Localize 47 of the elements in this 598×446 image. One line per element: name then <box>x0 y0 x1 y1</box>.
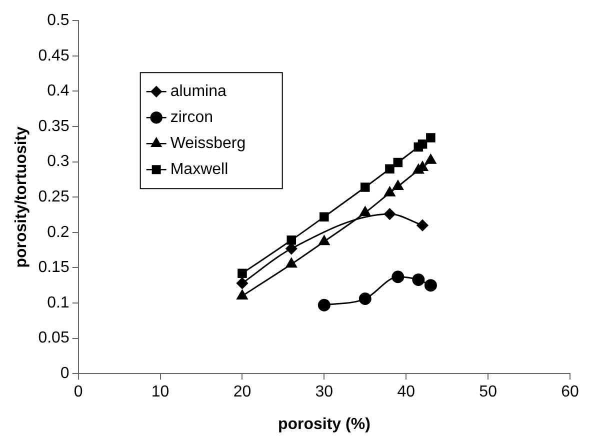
y-tick-label: 0.3 <box>47 153 70 170</box>
x-tick-label: 50 <box>479 384 498 401</box>
legend-label: zircon <box>170 109 214 126</box>
x-tick-label: 30 <box>315 384 334 401</box>
point <box>385 164 394 174</box>
y-tick-label: 0.4 <box>47 82 70 100</box>
point <box>384 208 396 220</box>
x-tick-label: 20 <box>233 384 252 401</box>
point <box>360 206 371 216</box>
legend-label: Maxwell <box>170 161 228 178</box>
legend-label: Weissberg <box>170 135 246 152</box>
point <box>426 133 436 142</box>
y-axis-title: porosity/tortuosity <box>13 126 30 268</box>
point <box>360 182 370 192</box>
point <box>238 268 247 278</box>
y-tick-label: 0.1 <box>47 294 70 312</box>
point <box>412 273 425 286</box>
point <box>425 154 436 164</box>
point <box>318 235 330 246</box>
point <box>393 158 403 168</box>
x-tick-label: 10 <box>151 384 170 401</box>
point <box>320 212 329 222</box>
legend-label: alumina <box>170 83 226 100</box>
point <box>236 277 248 289</box>
point <box>358 292 372 306</box>
point <box>392 270 404 284</box>
y-tick-label: 0.05 <box>38 330 70 347</box>
point <box>424 279 437 292</box>
point <box>236 290 248 300</box>
y-tick-label: 0 <box>60 365 70 382</box>
point <box>418 140 428 149</box>
point <box>416 220 428 232</box>
point <box>286 258 297 268</box>
x-axis-title: porosity (%) <box>278 416 370 433</box>
y-tick-label: 0.35 <box>38 118 70 135</box>
y-tick-label: 0.2 <box>47 224 70 241</box>
y-tick-label: 0.25 <box>38 188 70 206</box>
x-tick-label: 40 <box>397 384 416 401</box>
point <box>318 298 330 312</box>
point <box>384 186 396 196</box>
y-tick-label: 0.5 <box>47 12 70 30</box>
x-tick-label: 60 <box>561 384 579 401</box>
y-tick-label: 0.15 <box>38 259 70 276</box>
point <box>392 180 404 190</box>
point <box>286 236 296 245</box>
y-tick-label: 0.45 <box>38 47 70 64</box>
x-tick-label: 0 <box>74 384 83 401</box>
